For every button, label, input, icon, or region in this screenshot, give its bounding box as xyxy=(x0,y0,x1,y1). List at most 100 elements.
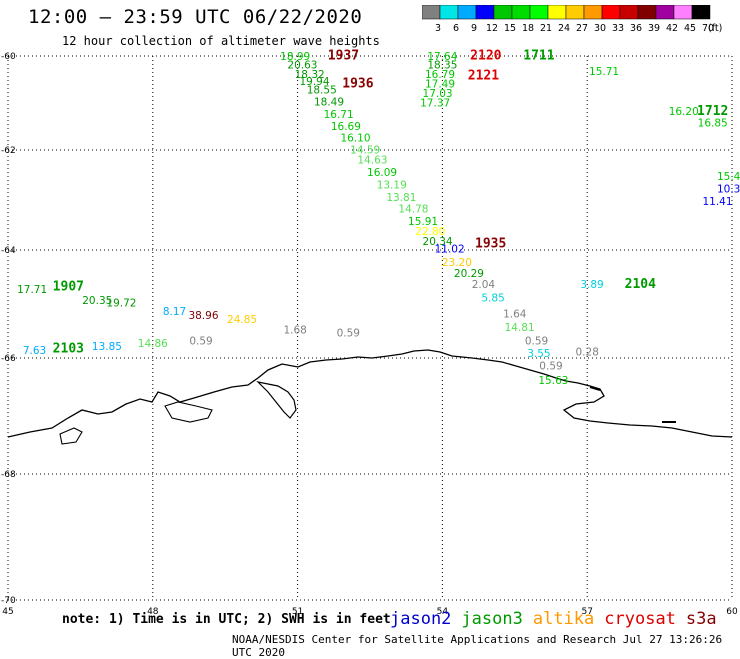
satellite-legend-jason3: jason3 xyxy=(461,609,523,629)
satellite-legend-s3a: s3a xyxy=(685,609,717,629)
lon-tick-label: 54 xyxy=(437,607,449,617)
pass-time-labels: 1937 1936 1935 2120 2121 1711 1712 1907 2103 2104 xyxy=(53,48,729,356)
lon-tick-label: 48 xyxy=(147,607,159,617)
swh-value: 2.04 xyxy=(472,279,496,291)
swh-value: 0.59 xyxy=(337,327,360,339)
swh-value: 17.37 xyxy=(420,97,450,109)
swh-value: 20.29 xyxy=(454,268,484,280)
colorbar-label: 9 xyxy=(471,23,477,34)
swh-value: 19.94 xyxy=(299,76,329,88)
colorbar-label: 39 xyxy=(648,23,660,34)
antarctic-coastline xyxy=(7,349,733,438)
pass-time: 2121 xyxy=(468,69,499,84)
swh-value: 0.59 xyxy=(539,361,562,373)
swh-value: 10.34 xyxy=(717,184,740,196)
swh-value: 22.80 xyxy=(415,226,445,238)
swh-value: 14.59 xyxy=(350,145,380,157)
swh-value: 15.63 xyxy=(538,375,568,387)
satellite-legend-cryosat: cryosat xyxy=(604,609,676,629)
colorbar-swatch xyxy=(691,5,711,20)
lat-tick-label: -64 xyxy=(1,246,16,256)
swh-value: 13.85 xyxy=(92,341,122,353)
swh-value: 24.85 xyxy=(227,314,257,326)
swh-value: 18.55 xyxy=(307,85,337,97)
pass-time: 1935 xyxy=(475,237,506,252)
lat-tick-label: -62 xyxy=(1,146,16,156)
colorbar-label: 42 xyxy=(666,23,678,34)
swh-value: 23.20 xyxy=(442,257,472,269)
coastal-islet xyxy=(59,427,83,445)
swh-value: 15.47 xyxy=(717,171,740,183)
satellite-legend-altika: altika xyxy=(532,609,595,629)
swh-value: 8.17 xyxy=(163,306,186,318)
satellite-legend-jason2: jason2 xyxy=(390,609,452,629)
colorbar-label: 30 xyxy=(594,23,606,34)
colorbar-label: 36 xyxy=(630,23,642,34)
swh-labels: 18.9920.6318.3219.9418.5518.4916.7116.69… xyxy=(17,51,740,387)
swh-value: 3.89 xyxy=(580,279,603,291)
colorbar-label: 12 xyxy=(486,23,498,34)
swh-value: 17.49 xyxy=(425,78,455,90)
graticule: 45 48 51 54 57 60 -60 -62 -64 -66 -68 -70 xyxy=(1,52,738,617)
swh-value: 20.63 xyxy=(287,60,317,72)
swh-value: 16.09 xyxy=(367,167,397,179)
swh-value: 0.59 xyxy=(525,336,548,348)
colorbar-label: 70 xyxy=(702,23,714,34)
swh-value: 15.91 xyxy=(408,216,438,228)
lon-tick-label: 51 xyxy=(292,607,303,617)
swh-value: 16.71 xyxy=(324,109,354,121)
swh-value: 38.96 xyxy=(188,310,218,322)
swh-value: 0.59 xyxy=(189,336,212,348)
pass-time: 1907 xyxy=(53,280,84,295)
colorbar-label: 45 xyxy=(684,23,696,34)
credit-line: NOAA/NESDIS Center for Satellite Applica… xyxy=(232,633,723,659)
coastal-cape xyxy=(589,386,601,391)
colorbar-label: 24 xyxy=(558,23,570,34)
swh-value: 7.63 xyxy=(23,345,46,357)
swh-value: 16.85 xyxy=(698,118,728,130)
chart-subtitle: 12 hour collection of altimeter wave hei… xyxy=(62,34,380,48)
pass-time: 1937 xyxy=(328,48,359,63)
coastal-inlet xyxy=(256,381,297,419)
swh-value: 11.41 xyxy=(702,196,732,208)
swh-value: 5.85 xyxy=(481,292,504,304)
swh-value: 15.71 xyxy=(589,66,619,78)
pass-time: 2103 xyxy=(53,342,84,357)
swh-value: 20.35 xyxy=(82,295,112,307)
colorbar-label: 18 xyxy=(522,23,534,34)
colorbar-label: 6 xyxy=(453,23,459,34)
lon-tick-label: 45 xyxy=(2,607,13,617)
lat-tick-label: -70 xyxy=(1,596,16,606)
swh-value: 17.71 xyxy=(17,284,47,296)
swh-value: 13.19 xyxy=(377,180,407,192)
pass-time: 1936 xyxy=(342,76,373,91)
swh-value: 16.10 xyxy=(340,133,370,145)
swh-value: 1.68 xyxy=(283,325,306,337)
pass-time: 1712 xyxy=(697,104,728,119)
lat-tick-label: -66 xyxy=(1,354,16,364)
colorbar-legend: 3 6 9 12 15 18 21 24 27 30 33 36 39 42 45 70 (ft) xyxy=(422,5,722,34)
pass-time: 2120 xyxy=(470,48,501,63)
swh-value: 14.78 xyxy=(398,204,428,216)
pass-time: 1711 xyxy=(523,48,554,63)
swh-value: 14.86 xyxy=(138,338,168,350)
coastal-island xyxy=(164,401,213,423)
colorbar-label: 3 xyxy=(435,23,441,34)
colorbar-label: 27 xyxy=(576,23,588,34)
colorbar-unit: (ft) xyxy=(708,23,722,34)
footnote: note: 1) Time is in UTC; 2) SWH is in fe… xyxy=(62,612,391,627)
pass-time: 2104 xyxy=(625,277,656,292)
lon-tick-label: 60 xyxy=(726,607,738,617)
swh-value: 3.55 xyxy=(527,348,550,360)
swh-value: 13.81 xyxy=(386,192,416,204)
swh-value: 20.34 xyxy=(423,236,453,248)
swh-value: 14.63 xyxy=(357,155,387,167)
chart-title: 12:00 – 23:59 UTC 06/22/2020 xyxy=(28,6,363,28)
satellite-legend: jason2 jason3 altika cryosat s3a xyxy=(390,609,727,629)
swh-value: 1.64 xyxy=(503,309,527,321)
swh-value: 0.28 xyxy=(576,346,599,358)
swh-value: 18.99 xyxy=(280,51,310,63)
swh-value: 16.20 xyxy=(669,106,699,118)
lon-tick-label: 57 xyxy=(581,607,592,617)
